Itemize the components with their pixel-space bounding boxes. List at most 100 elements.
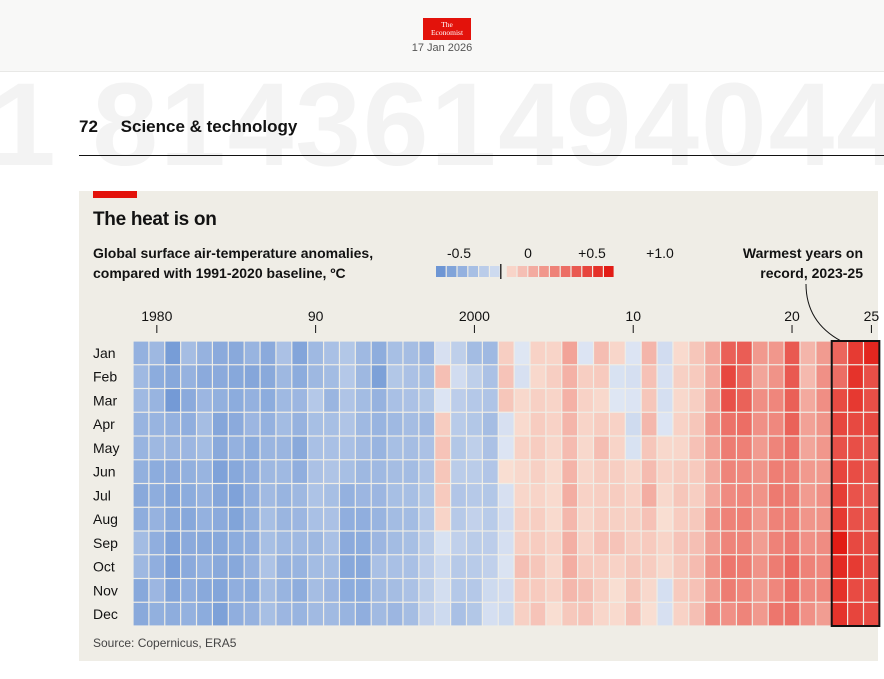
- heatmap-cell: [181, 531, 196, 555]
- heatmap-cell: [276, 602, 292, 626]
- heatmap-cell: [213, 389, 228, 412]
- heatmap-cell: [165, 531, 181, 555]
- heatmap-cell: [594, 602, 609, 626]
- heatmap-cell: [133, 531, 149, 555]
- heatmap-cell: [816, 602, 832, 626]
- heatmap-cell: [451, 507, 466, 531]
- heatmap-cell: [514, 507, 530, 531]
- heatmap-cell: [594, 460, 609, 483]
- heatmap-cell: [260, 412, 276, 436]
- heatmap-cell: [308, 389, 323, 412]
- heatmap-cell: [816, 555, 832, 578]
- heatmap-cell: [625, 341, 641, 365]
- heatmap-cell: [641, 555, 657, 578]
- heatmap-cell: [340, 507, 355, 531]
- heatmap-cell: [816, 579, 832, 602]
- heatmap-cell: [213, 507, 228, 531]
- x-tick-label: 25: [864, 308, 880, 324]
- heatmap-cell: [562, 460, 578, 483]
- heatmap-cell: [387, 389, 403, 412]
- heatmap-cell: [149, 460, 165, 483]
- heatmap-cell: [308, 602, 323, 626]
- heatmap-cell: [514, 460, 530, 483]
- heatmap-cell: [562, 365, 578, 388]
- heatmap-cell: [752, 389, 768, 412]
- heatmap-cell: [133, 341, 149, 365]
- heatmap-cell: [816, 531, 832, 555]
- heatmap-cell: [467, 365, 482, 388]
- heatmap-cell: [149, 365, 165, 388]
- x-tick-label: 90: [308, 308, 324, 324]
- legend-swatch: [436, 266, 446, 277]
- heatmap-cell: [641, 579, 657, 602]
- heatmap-cell: [689, 460, 705, 483]
- heatmap-cell: [165, 365, 181, 388]
- heatmap-cell: [498, 365, 514, 388]
- heatmap-cell: [149, 531, 165, 555]
- heatmap-cell: [848, 531, 863, 555]
- heatmap-cell: [578, 579, 593, 602]
- heatmap-cell: [705, 389, 720, 412]
- heatmap-cell: [848, 555, 863, 578]
- legend-swatch: [479, 266, 489, 277]
- heatmap-cell: [737, 389, 752, 412]
- heatmap-cell: [371, 341, 387, 365]
- heatmap-cell: [832, 365, 847, 388]
- heatmap-cell: [625, 531, 641, 555]
- heatmap-cell: [498, 412, 514, 436]
- heatmap-cell: [228, 602, 244, 626]
- heatmap-cell: [816, 341, 832, 365]
- heatmap-cell: [864, 389, 879, 412]
- heatmap-cell: [276, 341, 292, 365]
- month-label: Feb: [93, 369, 117, 385]
- heatmap-cell: [864, 341, 879, 365]
- heatmap-cell: [689, 579, 705, 602]
- heatmap-cell: [467, 602, 482, 626]
- heatmap-cell: [482, 365, 498, 388]
- heatmap-cell: [657, 365, 673, 388]
- heatmap-cell: [530, 412, 546, 436]
- heatmap-cell: [737, 341, 752, 365]
- heatmap-cell: [848, 507, 863, 531]
- heatmap-cell: [689, 555, 705, 578]
- heatmap-cell: [768, 460, 784, 483]
- heatmap-cell: [498, 389, 514, 412]
- legend-swatch: [506, 266, 517, 277]
- heatmap-cell: [133, 579, 149, 602]
- heatmap-cell: [340, 365, 355, 388]
- heatmap-cell: [324, 579, 339, 602]
- heatmap-cell: [721, 602, 736, 626]
- heatmap-cell: [752, 341, 768, 365]
- heatmap-cell: [848, 389, 863, 412]
- heatmap-cell: [864, 484, 879, 507]
- heatmap-cell: [371, 555, 387, 578]
- heatmap-cell: [721, 436, 736, 460]
- heatmap-cell: [419, 436, 435, 460]
- heatmap-cell: [784, 412, 800, 436]
- heatmap-cell: [260, 531, 276, 555]
- heatmap-cell: [451, 602, 466, 626]
- heatmap-cell: [355, 555, 371, 578]
- economist-logo[interactable]: The Economist: [423, 18, 471, 40]
- heatmap-cell: [578, 341, 593, 365]
- legend-label: 0: [524, 245, 532, 261]
- heatmap-cell: [514, 555, 530, 578]
- heatmap-cell: [213, 555, 228, 578]
- heatmap-cell: [197, 484, 212, 507]
- heatmap-cell: [514, 531, 530, 555]
- heatmap-cell: [610, 507, 625, 531]
- heatmap-cell: [784, 365, 800, 388]
- heatmap-cell: [355, 484, 371, 507]
- legend-label: +1.0: [646, 245, 674, 261]
- heatmap-cell: [403, 341, 419, 365]
- heatmap-cell: [848, 341, 863, 365]
- heatmap-cell: [181, 460, 196, 483]
- heatmap-cell: [292, 365, 308, 388]
- heatmap-cell: [371, 436, 387, 460]
- heatmap-cell: [292, 507, 308, 531]
- heatmap-cell: [641, 507, 657, 531]
- heatmap-cell: [530, 365, 546, 388]
- heatmap-cell: [610, 389, 625, 412]
- heatmap-cell: [625, 365, 641, 388]
- chart-subtitle: Global surface air-temperature anomalies…: [93, 243, 373, 283]
